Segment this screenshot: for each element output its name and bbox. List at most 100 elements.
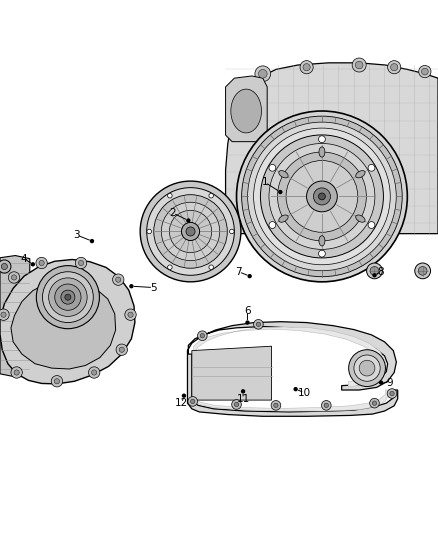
Circle shape (168, 193, 172, 198)
Circle shape (391, 63, 398, 71)
Text: 9: 9 (386, 377, 393, 387)
Circle shape (92, 370, 97, 375)
Circle shape (261, 135, 383, 258)
Circle shape (390, 391, 394, 395)
Circle shape (186, 219, 191, 223)
Circle shape (368, 164, 375, 171)
Ellipse shape (231, 89, 261, 133)
Circle shape (254, 128, 390, 265)
Circle shape (113, 274, 124, 285)
Text: 4: 4 (21, 254, 28, 264)
Circle shape (1, 312, 6, 317)
Circle shape (188, 397, 198, 406)
Polygon shape (192, 346, 272, 400)
Circle shape (182, 393, 186, 398)
Circle shape (209, 193, 213, 198)
Circle shape (168, 265, 172, 270)
Circle shape (8, 272, 20, 283)
Circle shape (88, 367, 100, 378)
Circle shape (307, 181, 337, 212)
Circle shape (271, 400, 281, 410)
Circle shape (186, 227, 195, 236)
Circle shape (78, 260, 84, 265)
Polygon shape (11, 280, 116, 369)
Circle shape (128, 312, 133, 317)
Text: 3: 3 (73, 230, 80, 240)
Circle shape (370, 266, 379, 275)
Polygon shape (0, 260, 135, 384)
Circle shape (274, 403, 278, 408)
Circle shape (318, 193, 325, 200)
Ellipse shape (279, 215, 288, 222)
Circle shape (372, 401, 377, 405)
Text: 10: 10 (298, 387, 311, 398)
Circle shape (54, 378, 60, 384)
Circle shape (269, 222, 276, 229)
Polygon shape (226, 63, 438, 233)
Circle shape (55, 284, 81, 310)
Circle shape (269, 164, 276, 171)
Polygon shape (194, 327, 389, 411)
Circle shape (247, 122, 396, 271)
Circle shape (36, 265, 99, 329)
Circle shape (254, 319, 263, 329)
Text: 2: 2 (170, 208, 177, 218)
Circle shape (247, 274, 252, 278)
Circle shape (14, 370, 19, 375)
Circle shape (370, 398, 379, 408)
Circle shape (42, 272, 93, 322)
Circle shape (419, 66, 431, 78)
Circle shape (90, 239, 94, 243)
Text: 12: 12 (175, 398, 188, 408)
Circle shape (147, 188, 234, 275)
Circle shape (421, 68, 428, 75)
Ellipse shape (319, 236, 325, 246)
Text: 1: 1 (261, 177, 268, 188)
Circle shape (119, 347, 124, 352)
Circle shape (147, 229, 152, 234)
Circle shape (75, 257, 87, 269)
Circle shape (368, 222, 375, 229)
Circle shape (355, 61, 363, 69)
Ellipse shape (279, 171, 288, 178)
Circle shape (324, 403, 328, 408)
Circle shape (372, 273, 377, 278)
Circle shape (51, 376, 63, 387)
Circle shape (11, 367, 22, 378)
Text: 11: 11 (237, 394, 250, 404)
Circle shape (198, 331, 207, 341)
Polygon shape (187, 322, 398, 416)
Circle shape (1, 263, 7, 270)
Circle shape (200, 334, 205, 338)
Circle shape (318, 136, 325, 143)
Circle shape (140, 181, 241, 282)
Circle shape (230, 229, 234, 234)
Circle shape (161, 202, 220, 261)
Circle shape (321, 400, 331, 410)
Circle shape (359, 360, 375, 376)
Circle shape (256, 322, 261, 327)
Circle shape (191, 399, 195, 403)
Circle shape (354, 355, 380, 381)
Circle shape (232, 400, 241, 409)
Circle shape (0, 309, 9, 320)
Circle shape (241, 389, 245, 393)
Circle shape (269, 143, 375, 249)
Circle shape (0, 260, 11, 273)
Ellipse shape (319, 147, 325, 157)
Circle shape (255, 66, 271, 82)
Circle shape (154, 195, 227, 268)
Circle shape (11, 275, 17, 280)
Circle shape (245, 320, 250, 325)
Circle shape (415, 263, 431, 279)
Circle shape (300, 61, 313, 74)
Ellipse shape (356, 215, 365, 222)
Circle shape (181, 222, 200, 240)
Circle shape (36, 257, 47, 269)
Circle shape (387, 389, 397, 398)
Polygon shape (226, 76, 267, 142)
Circle shape (116, 277, 121, 282)
Circle shape (388, 61, 401, 74)
Circle shape (39, 260, 44, 265)
Text: 5: 5 (150, 282, 157, 293)
